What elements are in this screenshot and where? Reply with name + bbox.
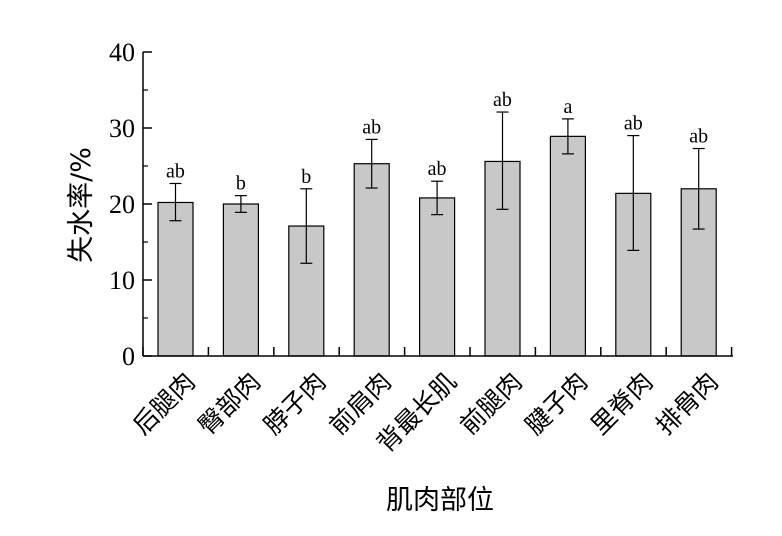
significance-label-8: ab bbox=[624, 113, 643, 135]
x-tick-label-1: 后腿肉 bbox=[127, 367, 201, 441]
x-tick-label-9: 排骨肉 bbox=[650, 367, 724, 441]
significance-label-2: b bbox=[236, 173, 246, 195]
error-bar-7 bbox=[561, 118, 574, 155]
error-bar-5 bbox=[431, 180, 444, 216]
error-bar-4 bbox=[365, 138, 378, 189]
error-bars-group bbox=[169, 111, 705, 264]
y-tick-label-0: 0 bbox=[122, 342, 135, 371]
error-bar-3 bbox=[300, 188, 313, 264]
bar-7 bbox=[549, 135, 587, 357]
x-tick-label-6: 前腿肉 bbox=[454, 367, 528, 441]
significance-label-1: ab bbox=[166, 160, 185, 182]
x-tick-label-8: 里脊肉 bbox=[585, 367, 659, 441]
y-axis-title: 失水率/% bbox=[66, 147, 97, 263]
y-tick-label-10: 10 bbox=[109, 266, 135, 295]
x-tick-label-7: 腱子肉 bbox=[520, 367, 594, 441]
significance-labels-group: ab b b ab ab ab a ab ab bbox=[166, 89, 708, 195]
error-bar-1 bbox=[169, 182, 182, 222]
error-bar-6 bbox=[496, 111, 509, 210]
y-ticks-group: 0 10 20 30 40 bbox=[109, 38, 152, 371]
bar-2 bbox=[222, 203, 259, 357]
bar-5 bbox=[419, 197, 456, 357]
error-bar-2 bbox=[234, 195, 247, 213]
significance-label-9: ab bbox=[689, 126, 708, 148]
y-tick-label-40: 40 bbox=[109, 38, 135, 67]
x-tick-label-3: 脖子肉 bbox=[258, 367, 332, 441]
bar-1 bbox=[157, 201, 194, 357]
error-bar-8 bbox=[627, 135, 640, 251]
x-tick-label-2: 臀部肉 bbox=[193, 367, 267, 441]
significance-label-5: ab bbox=[428, 158, 447, 180]
significance-label-3: b bbox=[301, 166, 311, 188]
error-bar-9 bbox=[692, 147, 705, 230]
significance-label-7: a bbox=[563, 96, 572, 118]
y-tick-label-30: 30 bbox=[109, 114, 135, 143]
significance-label-6: ab bbox=[493, 89, 512, 111]
y-tick-label-20: 20 bbox=[109, 190, 135, 219]
x-axis-title: 肌肉部位 bbox=[386, 485, 494, 516]
bar-4 bbox=[353, 163, 390, 357]
significance-label-4: ab bbox=[362, 116, 381, 138]
